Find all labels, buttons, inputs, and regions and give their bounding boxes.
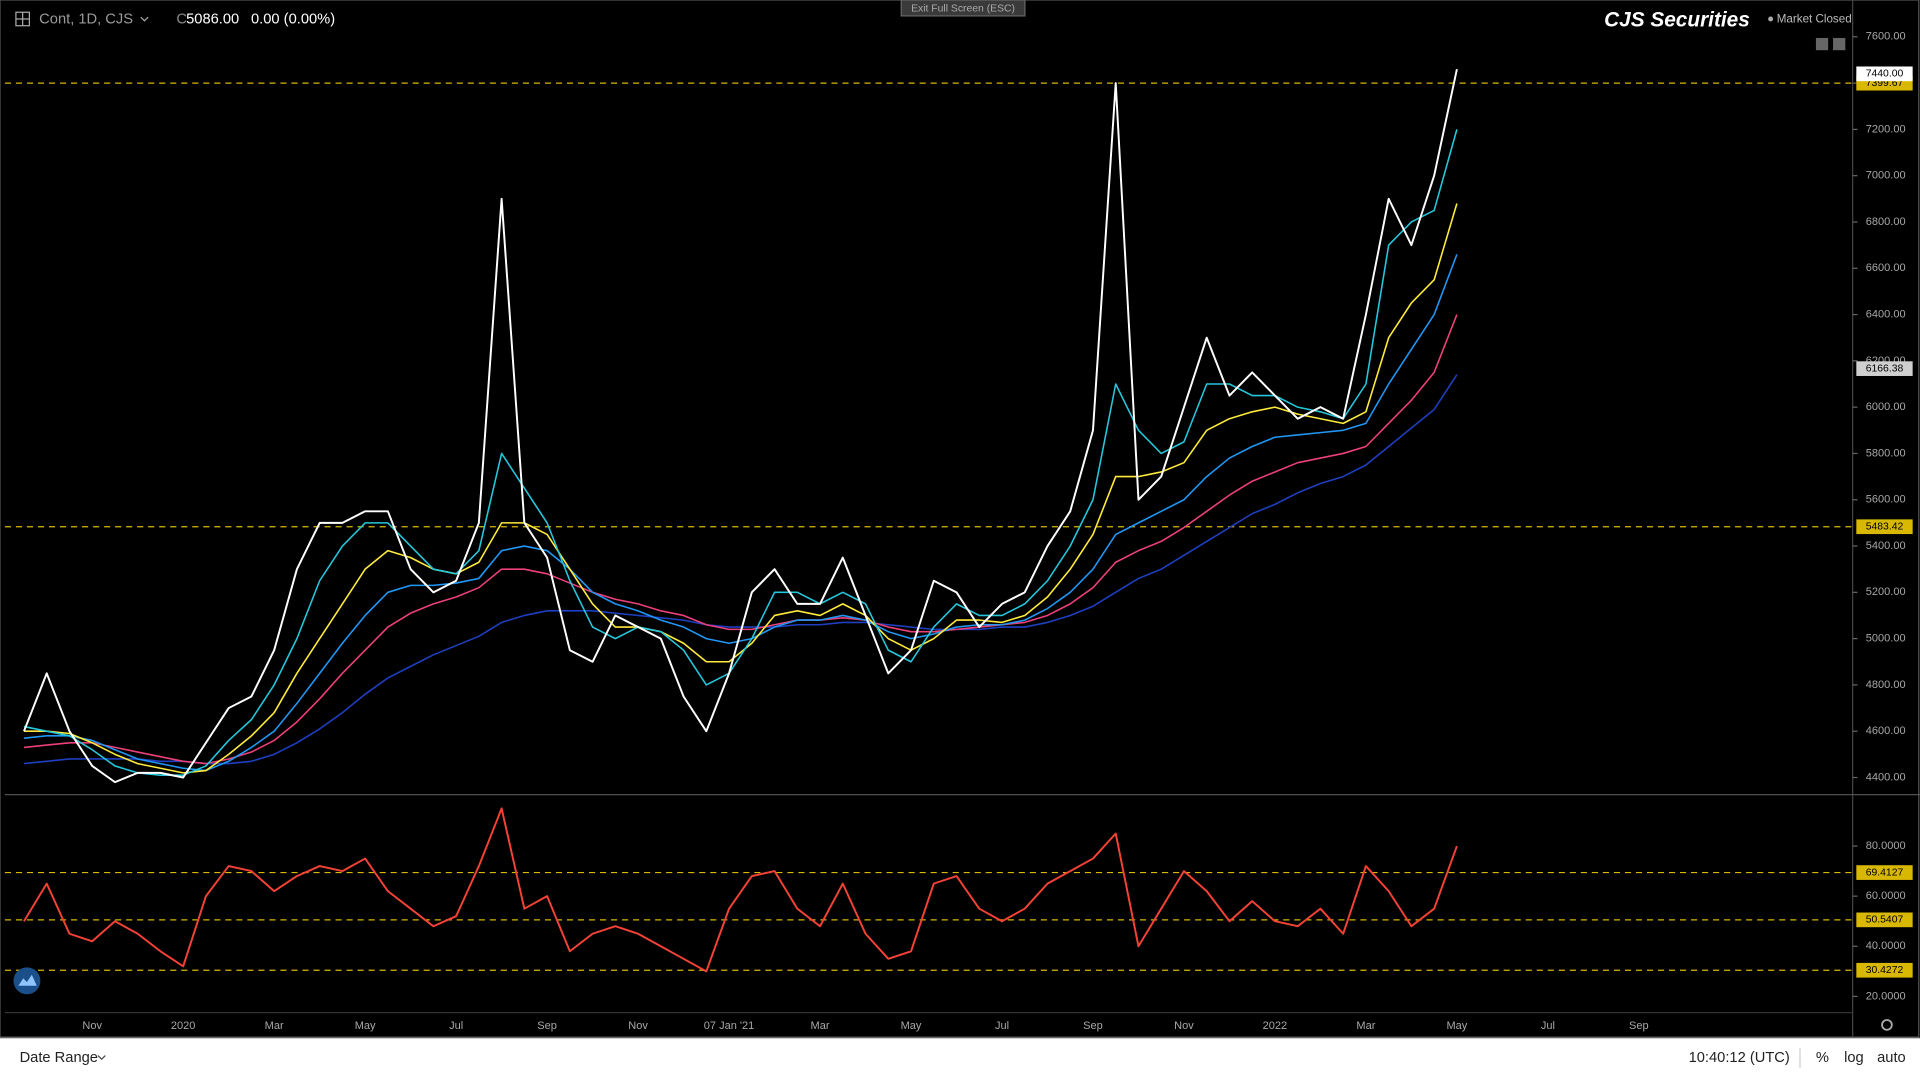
y-tick-label: 5000.00 — [1866, 633, 1906, 645]
reference-label-box — [1856, 865, 1913, 880]
plot-area: 4400.00 4600.00 4800.00 5000.00 5200.00 5400.… — [4, 31, 1913, 1032]
y-tick-label: 20.0000 — [1866, 990, 1906, 1002]
x-tick-label: Nov — [1174, 1020, 1194, 1032]
reference-label-box — [1856, 962, 1913, 978]
auto-toggle[interactable]: auto — [1877, 1050, 1906, 1066]
x-tick-label: Jul — [1541, 1020, 1555, 1032]
percent-toggle[interactable]: % — [1816, 1050, 1829, 1066]
y-tick-label: 5800.00 — [1866, 447, 1906, 459]
x-tick-label: Sep — [1629, 1020, 1649, 1032]
reference-label: 30.4272 — [1866, 965, 1904, 976]
reference-label: 69.4127 — [1866, 867, 1904, 878]
market-status: Market Closed — [1777, 13, 1852, 26]
reference-label-box — [1856, 912, 1913, 928]
price-label-box — [1856, 361, 1913, 376]
y-tick-label: 4400.00 — [1866, 771, 1906, 783]
x-tick-label: 2020 — [171, 1020, 196, 1032]
log-toggle[interactable]: log — [1844, 1050, 1864, 1066]
x-tick-label: Sep — [1083, 1020, 1103, 1032]
price-label: 7440.00 — [1866, 69, 1904, 80]
x-tick-label: May — [901, 1020, 922, 1032]
indicator-icon[interactable] — [13, 967, 41, 995]
close-value: 5086.00 — [186, 11, 239, 27]
y-tick-label: 7200.00 — [1866, 123, 1906, 135]
date-range-button[interactable]: Date Range — [20, 1050, 98, 1066]
y-tick-label: 6600.00 — [1866, 262, 1906, 274]
settings-button[interactable] — [1881, 1019, 1893, 1031]
footer-bar — [0, 1038, 1920, 1080]
status-dot — [1768, 16, 1774, 22]
series-line — [23, 129, 1458, 776]
y-tick-label: 4600.00 — [1866, 725, 1906, 737]
y-tick-label: 6400.00 — [1866, 308, 1906, 320]
x-tick-label: May — [355, 1020, 376, 1032]
y-tick-label: 60.0000 — [1866, 890, 1906, 902]
x-tick-label: May — [1446, 1020, 1467, 1032]
chart-frame — [0, 0, 1920, 1038]
x-tick-label: Jul — [995, 1020, 1009, 1032]
series-line — [23, 203, 1458, 774]
clock: 10:40:12 (UTC) — [1689, 1050, 1790, 1066]
x-tick-label: Sep — [537, 1020, 557, 1032]
series-line — [23, 69, 1458, 784]
y-tick-label: 5400.00 — [1866, 540, 1906, 552]
indicator-icon-glyph — [18, 974, 37, 986]
x-tick-label: Jul — [449, 1020, 463, 1032]
date-range-chevron — [97, 1055, 106, 1061]
reference-label: 50.5407 — [1866, 915, 1904, 926]
x-tick-label: Mar — [265, 1020, 284, 1032]
y-tick-label: 6800.00 — [1866, 216, 1906, 228]
y-tick-label: 7000.00 — [1866, 170, 1906, 182]
y-tick-label: 5600.00 — [1866, 494, 1906, 506]
y-tick-label: 5200.00 — [1866, 586, 1906, 598]
collapse-button[interactable] — [1815, 37, 1829, 51]
x-tick-label: 07 Jan '21 — [704, 1020, 755, 1032]
change-value: 0.00 (0.00%) — [251, 11, 335, 27]
reference-label-box — [1856, 519, 1913, 535]
expand-button[interactable] — [1833, 37, 1846, 51]
reference-label: 7399.67 — [1866, 78, 1904, 89]
reference-label: 5483.42 — [1866, 521, 1904, 532]
x-tick-label: Nov — [82, 1020, 102, 1032]
series-line — [23, 374, 1458, 765]
price-label: 6166.38 — [1866, 363, 1904, 374]
y-tick-label: 6000.00 — [1866, 401, 1906, 413]
price-label-box — [1856, 66, 1913, 82]
exit-button-bg[interactable] — [900, 0, 1026, 17]
symbol-icon[interactable] — [15, 11, 30, 27]
exit-button[interactable]: Exit Full Screen (ESC) — [911, 3, 1015, 14]
close-prefix: C — [176, 11, 187, 27]
brand-logo: CJS Securities — [1604, 8, 1750, 31]
y-tick-label: 40.0000 — [1866, 940, 1906, 952]
series-line — [23, 807, 1458, 973]
series-line — [23, 254, 1458, 772]
symbol-chevron — [140, 16, 149, 22]
y-tick-label: 4800.00 — [1866, 679, 1906, 691]
x-tick-label: Nov — [628, 1020, 648, 1032]
y-tick-label: 80.0000 — [1866, 840, 1906, 852]
x-tick-label: Mar — [811, 1020, 830, 1032]
x-tick-label: Mar — [1356, 1020, 1375, 1032]
symbol-label[interactable]: Cont, 1D, CJS — [39, 11, 133, 27]
y-tick-label: 7600.00 — [1866, 31, 1906, 43]
x-tick-label: 2022 — [1263, 1020, 1288, 1032]
